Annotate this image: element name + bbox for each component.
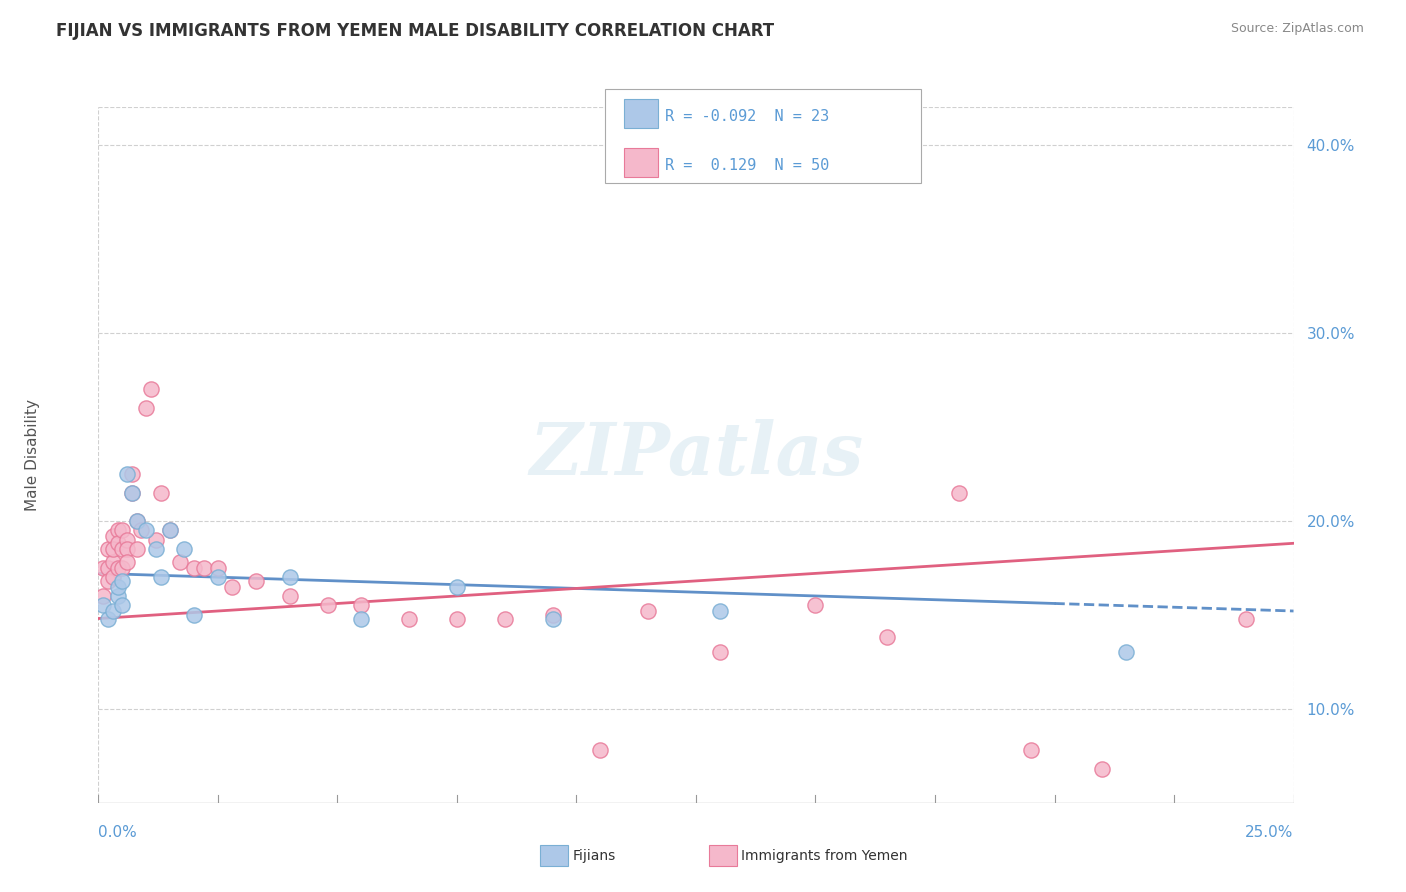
Point	[101, 570, 124, 584]
Point	[221, 580, 243, 594]
Point	[131, 523, 153, 537]
Point	[111, 560, 134, 574]
Point	[97, 541, 120, 556]
Point	[193, 560, 215, 574]
Point	[115, 533, 138, 547]
Point	[278, 570, 301, 584]
Point	[101, 604, 124, 618]
Point	[101, 541, 124, 556]
Point	[398, 611, 420, 625]
Point	[207, 570, 229, 584]
Point	[169, 555, 191, 569]
Point	[115, 467, 138, 481]
Point	[115, 555, 138, 569]
Point	[139, 382, 162, 396]
Point	[111, 523, 134, 537]
Point	[1019, 743, 1042, 757]
Point	[350, 611, 373, 625]
Point	[107, 560, 129, 574]
Text: 0.0%: 0.0%	[98, 825, 138, 840]
Point	[709, 604, 731, 618]
Text: Immigrants from Yemen: Immigrants from Yemen	[741, 849, 907, 863]
Point	[876, 630, 898, 644]
Point	[135, 523, 157, 537]
Point	[107, 580, 129, 594]
Text: ZIPatlas: ZIPatlas	[529, 419, 863, 491]
Point	[948, 485, 970, 500]
Point	[121, 485, 143, 500]
Point	[804, 599, 827, 613]
Point	[135, 401, 157, 415]
Point	[145, 541, 167, 556]
Point	[97, 560, 120, 574]
Point	[91, 599, 114, 613]
Point	[125, 541, 148, 556]
Point	[121, 485, 143, 500]
Text: Source: ZipAtlas.com: Source: ZipAtlas.com	[1230, 22, 1364, 36]
Point	[541, 611, 564, 625]
Point	[91, 560, 114, 574]
Point	[278, 589, 301, 603]
Text: FIJIAN VS IMMIGRANTS FROM YEMEN MALE DISABILITY CORRELATION CHART: FIJIAN VS IMMIGRANTS FROM YEMEN MALE DIS…	[56, 22, 775, 40]
Point	[541, 607, 564, 622]
Point	[245, 574, 267, 588]
Text: R =  0.129  N = 50: R = 0.129 N = 50	[665, 159, 830, 173]
Point	[145, 533, 167, 547]
Point	[121, 467, 143, 481]
Point	[1115, 645, 1137, 659]
Point	[111, 541, 134, 556]
Point	[159, 523, 181, 537]
Point	[446, 611, 468, 625]
Point	[316, 599, 339, 613]
Point	[1091, 762, 1114, 776]
Text: 25.0%: 25.0%	[1246, 825, 1294, 840]
Point	[111, 599, 134, 613]
Point	[183, 607, 205, 622]
Point	[1234, 611, 1257, 625]
Text: R = -0.092  N = 23: R = -0.092 N = 23	[665, 110, 830, 124]
Point	[107, 523, 129, 537]
Point	[350, 599, 373, 613]
Point	[107, 536, 129, 550]
Point	[115, 541, 138, 556]
Point	[637, 604, 659, 618]
Point	[97, 574, 120, 588]
Point	[107, 589, 129, 603]
Point	[101, 555, 124, 569]
Text: Fijians: Fijians	[572, 849, 616, 863]
Point	[125, 514, 148, 528]
Point	[97, 611, 120, 625]
Point	[207, 560, 229, 574]
Point	[101, 529, 124, 543]
Point	[709, 645, 731, 659]
Point	[159, 523, 181, 537]
Point	[149, 485, 172, 500]
Point	[173, 541, 195, 556]
Point	[91, 589, 114, 603]
Point	[111, 574, 134, 588]
Point	[149, 570, 172, 584]
Point	[446, 580, 468, 594]
Point	[589, 743, 612, 757]
Point	[125, 514, 148, 528]
Point	[183, 560, 205, 574]
Text: Male Disability: Male Disability	[25, 399, 41, 511]
Point	[494, 611, 516, 625]
